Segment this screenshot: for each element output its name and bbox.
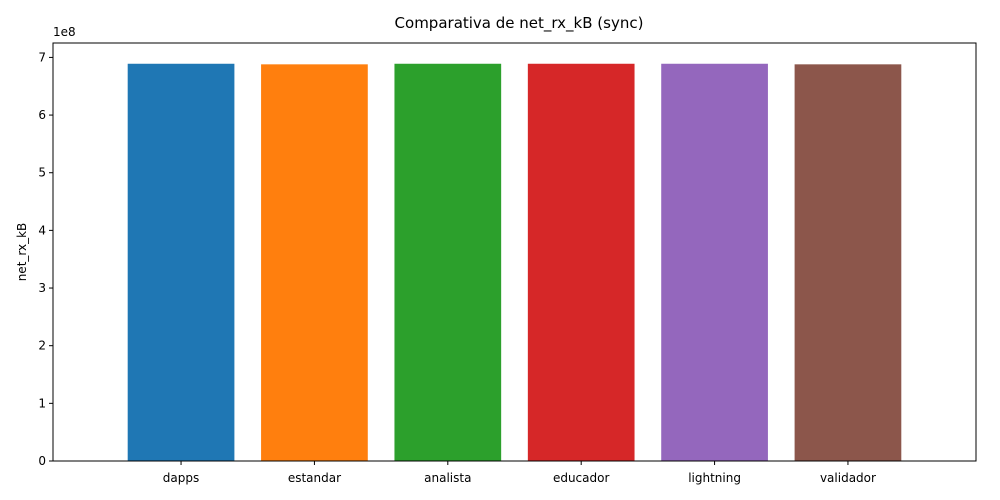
bar-analista [394,63,502,462]
y-axis-offset-label: 1e8 [53,25,76,39]
y-tick-label: 3 [38,281,46,295]
y-tick-label: 6 [38,108,46,122]
chart-title: Comparativa de net_rx_kB (sync) [395,14,644,33]
y-axis-label: net_rx_kB [15,223,29,282]
bar-validador [794,64,902,462]
y-tick-label: 2 [38,339,46,353]
plot-frame [52,42,977,462]
y-tick-label: 0 [38,454,46,468]
x-tick-label: lightning [688,471,741,485]
y-tick-label: 1 [38,396,46,410]
bars-group [127,63,902,462]
x-axis-ticks: dapps estandar analista educador lightning va… [163,461,876,485]
x-tick-label: dapps [163,471,199,485]
bar-estandar [261,64,368,462]
y-axis-ticks: 0 1 2 3 4 5 6 7 [38,50,53,468]
x-tick-label: analista [424,471,471,485]
x-tick-label: estandar [288,471,341,485]
y-tick-label: 4 [38,223,46,237]
bar-lightning [661,63,768,462]
y-tick-label: 7 [38,50,46,64]
bar-dapps [127,63,235,462]
bar-educador [527,63,635,462]
y-tick-label: 5 [38,166,46,180]
x-tick-label: educador [553,471,610,485]
x-tick-label: validador [820,471,876,485]
